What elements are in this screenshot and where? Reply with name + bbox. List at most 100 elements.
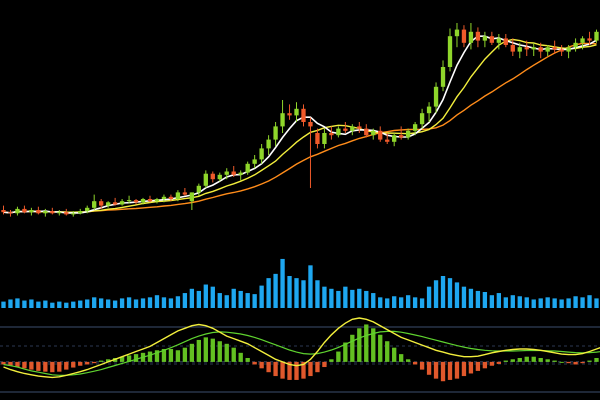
candle-body-46 [322,133,327,144]
volume-bar-27 [189,288,195,308]
candle-body-37 [259,148,264,160]
macd-hist-bar-15 [105,359,111,362]
candle-body-32 [224,171,229,175]
macd-hist-bar-52 [364,324,369,362]
volume-bar-29 [203,284,208,308]
candle-body-44 [308,122,313,127]
macd-hist-bar-9 [64,361,69,370]
candle-body-36 [252,159,257,164]
macd-hist-bar-66 [461,361,467,377]
volume-bar-55 [385,298,390,308]
ma-fast-line [3,35,597,214]
macd-hist-bar-64 [447,361,453,380]
macd-dif-line [3,317,600,379]
macd-hist-bar-31 [217,341,222,362]
volume-bar-54 [378,297,383,308]
candle-body-40 [280,113,285,127]
macd-hist-bar-58 [405,359,411,362]
volume-bar-5 [36,301,41,308]
macd-hist-bar-76 [531,356,536,362]
volume-bar-19 [133,299,139,308]
volume-panel [1,258,599,308]
macd-hist-bar-75 [524,356,529,362]
candle-body-62 [433,86,439,107]
candle-body-64 [447,36,453,67]
macd-hist-bar-69 [482,361,488,369]
macd-hist-bar-70 [489,361,495,366]
macd-hist-bar-12 [85,361,90,365]
macd-hist-bar-21 [147,351,153,362]
macd-hist-bar-2 [15,361,20,368]
volume-bar-4 [29,299,34,308]
macd-hist-bar-67 [468,361,474,374]
candle-body-55 [385,139,390,142]
candle-body-78 [545,47,550,52]
candle-body-67 [468,31,474,43]
volume-bar-51 [357,288,362,308]
candle-body-76 [531,47,536,50]
macd-hist-bar-57 [399,354,404,362]
volume-bar-57 [399,297,404,308]
macd-hist-bar-24 [168,348,174,362]
volume-bar-47 [329,288,334,308]
volume-bar-43 [301,280,306,308]
volume-bar-72 [503,297,508,308]
macd-hist-bar-68 [475,361,481,371]
macd-hist-bar-85 [594,358,599,362]
candle-body-42 [294,108,299,116]
macd-hist-bar-18 [126,355,132,362]
candle-body-69 [482,36,488,41]
macd-hist-bar-23 [161,348,167,362]
macd-hist-bar-79 [552,360,557,362]
volume-bar-58 [405,295,411,308]
candle-body-60 [419,113,425,125]
macd-hist-bar-72 [503,360,508,362]
macd-hist-bar-55 [385,341,390,362]
candle-body-35 [245,163,250,173]
candle-body-6 [43,211,48,214]
macd-hist-bar-44 [308,361,313,377]
candle-body-1 [8,212,13,214]
macd-hist-bar-81 [566,361,571,364]
macd-hist-bar-32 [224,343,229,362]
candle-body-43 [301,108,306,122]
volume-bar-35 [245,293,250,308]
volume-bar-81 [566,298,571,308]
volume-bar-66 [461,286,467,308]
volume-bar-33 [231,288,236,308]
candle-body-24 [168,196,174,199]
candle-body-61 [426,106,432,114]
macd-hist-bar-10 [71,361,76,368]
macd-hist-bar-41 [287,361,292,380]
candle-body-82 [573,42,578,48]
volume-bar-14 [99,298,104,308]
volume-bar-1 [8,299,13,308]
candle-body-85 [594,31,599,41]
candle-body-5 [36,210,41,214]
volume-bar-6 [43,300,48,308]
volume-bar-42 [294,278,299,308]
candle-body-8 [57,212,62,214]
macd-hist-bar-22 [154,350,160,362]
macd-hist-bar-26 [182,347,188,362]
volume-bar-39 [273,273,278,308]
candle-body-18 [126,200,132,202]
volume-bar-24 [168,298,174,308]
candle-body-45 [315,133,320,144]
volume-bar-31 [217,293,222,308]
candle-body-53 [371,130,376,136]
volume-bar-16 [112,300,118,308]
volume-bar-77 [538,298,543,308]
macd-hist-bar-14 [99,360,104,362]
macd-hist-bar-36 [252,361,257,365]
candle-body-80 [559,49,564,52]
volume-bar-37 [259,285,264,308]
macd-hist-bar-71 [496,361,501,364]
volume-bar-17 [119,298,125,308]
volume-bar-73 [510,295,515,308]
volume-bar-34 [238,290,243,308]
candle-body-9 [64,212,69,215]
volume-bar-71 [496,293,501,308]
